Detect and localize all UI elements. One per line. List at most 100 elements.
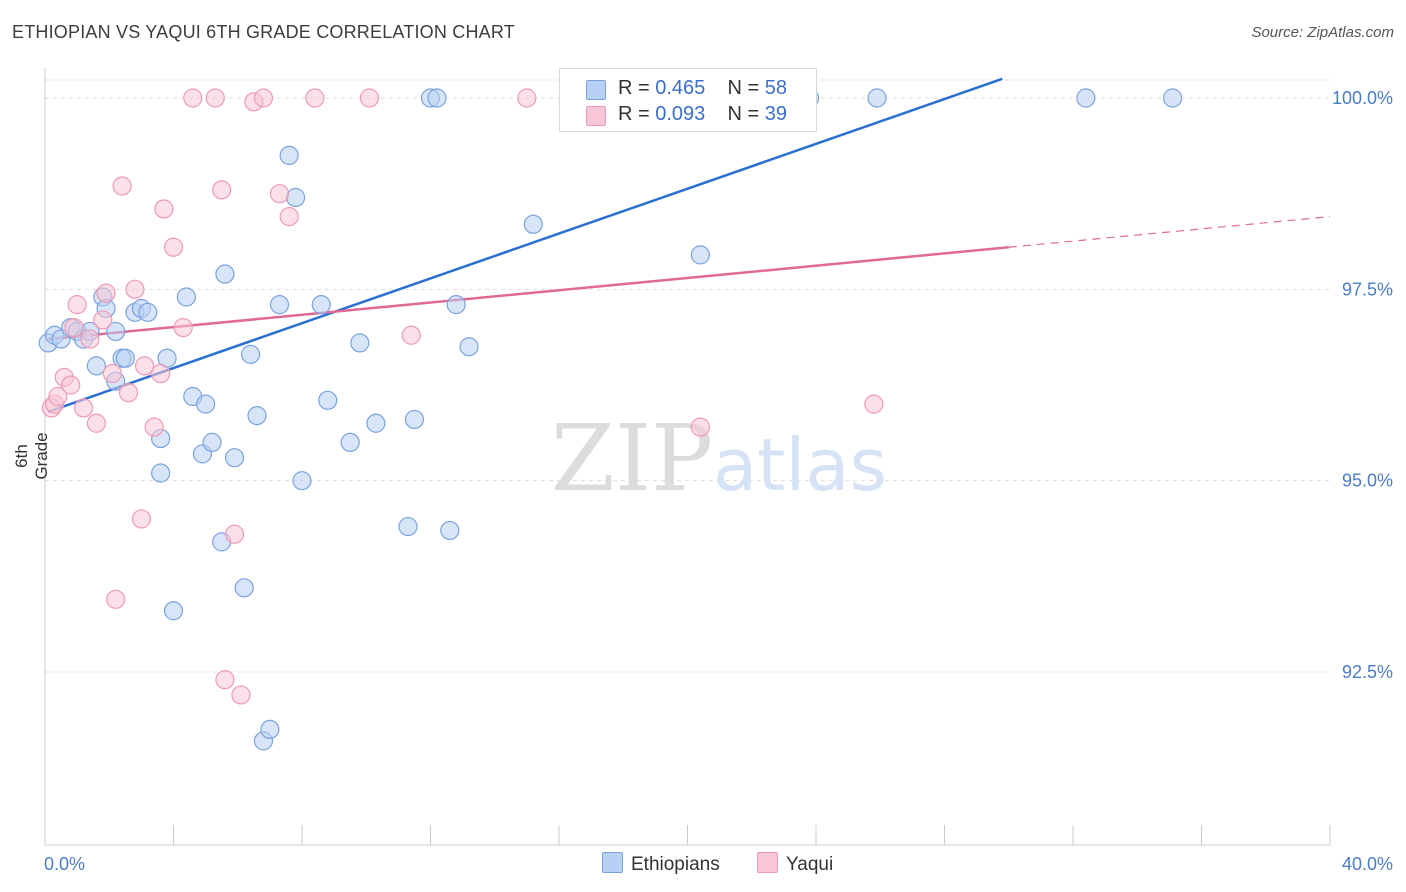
ethiopians-point [247,406,267,426]
yaqui-point [112,176,132,196]
y-tick-label: 100.0% [1332,88,1393,108]
legend-r-value: 0.093 [655,103,706,125]
bottom-legend-swatch-yaqui [757,852,778,873]
y-tick-label: 95.0% [1342,471,1393,491]
yaqui-point [359,88,380,108]
watermark: ZIP atlas [551,405,887,512]
y-tick-label: 92.5% [1342,662,1393,682]
legend-swatch-yaqui [586,106,606,126]
yaqui-point [517,88,537,108]
yaqui-point [269,184,290,204]
ethiopians-point [279,145,299,165]
y-tick-label: 97.5% [1342,279,1393,299]
yaqui-point [205,88,225,108]
legend-n-label: N = [727,103,765,125]
ethiopians-point [318,390,338,410]
yaqui-point [102,363,123,384]
bottom-legend-ethiopians: Ethiopians [602,852,720,876]
stats-legend: R = 0.465 N = 58 R = 0.093 N = 39 [559,68,817,132]
ethiopians-point [523,214,543,234]
yaqui-point [154,199,174,219]
y-axis-label: 6th Grade [12,432,51,480]
ethiopians-point [260,719,280,740]
ethiopians-point [234,578,254,598]
yaqui-point [144,417,164,437]
yaqui-point [231,685,251,705]
yaqui-point [61,375,81,395]
legend-r-label: R = [618,77,656,99]
source-label: Source: ZipAtlas.com [1251,24,1394,41]
trend-lines [47,77,1331,413]
chart-title: ETHIOPIAN VS YAQUI 6TH GRADE CORRELATION… [12,22,515,42]
ethiopians-point [196,394,216,414]
ethiopians-point [366,413,386,433]
ethiopians-point [269,295,290,315]
yaqui-point [118,383,139,403]
ethiopians-point [215,264,235,284]
ethiopians-point [202,432,222,452]
yaqui-point [163,237,184,257]
ethiopians-point [867,88,887,108]
yaqui-point [106,589,126,609]
ethiopians-point [690,245,710,265]
yaqui-point [73,398,94,418]
bottom-legend-label: Ethiopians [631,854,720,875]
ethiopians-trend-line [47,77,1003,413]
yaqui-point [96,283,116,303]
ethiopians-point [427,88,447,108]
ethiopians-point [176,287,196,307]
yaqui-point [86,413,107,433]
ethiopians-point [1076,88,1096,108]
watermark-zip: ZIP [551,405,713,512]
tick-labels: 92.5% 95.0% 97.5% 100.0% 0.0% 40.0% [44,88,1393,874]
ethiopians-point [224,448,245,468]
yaqui-point [401,325,421,345]
ethiopians-point [163,601,184,621]
yaqui-point [93,310,113,330]
ethiopians-point [404,409,425,430]
ethiopians-point [340,432,360,452]
yaqui-point [224,524,245,544]
ethiopians-point [350,333,370,353]
yaqui-point [48,386,68,407]
yaqui-trend-extension [1008,216,1331,248]
legend-r-label: R = [618,103,656,125]
yaqui-point [215,670,235,690]
ethiopians-point [398,516,418,537]
bottom-legend-label: Yaqui [786,854,834,875]
ethiopians-point [440,520,460,541]
yaqui-point [67,295,87,315]
ethiopians-point [446,295,466,315]
ethiopians-point [459,337,479,357]
legend-r-value: 0.465 [655,77,706,99]
legend-n-value: 39 [764,103,788,125]
bottom-legend-yaqui: Yaqui [757,852,833,876]
ethiopians-point [292,471,312,491]
yaqui-point [125,279,145,299]
yaqui-point [183,88,203,108]
ethiopians-point [115,348,135,368]
ethiopians-point [241,344,261,364]
x-tick-label: 40.0% [1342,854,1393,874]
yaqui-trend-line [48,245,1009,341]
yaqui-point [64,318,84,338]
yaqui-point [305,88,325,108]
bottom-legend-swatch-ethiopians [602,852,623,873]
ethiopians-point [285,187,306,208]
yaqui-point [173,318,193,338]
yaqui-point [131,509,151,529]
legend-n-value: 58 [764,77,788,99]
yaqui-point [80,329,100,349]
ethiopians-point [151,463,171,483]
yaqui-point [864,394,884,414]
ethiopians-point [106,321,126,342]
yaqui-point [151,363,171,384]
axes [44,68,1331,846]
yaqui-point [212,180,232,200]
legend-n-label: N = [727,77,765,99]
legend-swatch-ethiopians [586,80,606,100]
x-tick-label: 0.0% [44,854,85,874]
yaqui-point [134,356,155,376]
yaqui-point [690,417,710,437]
